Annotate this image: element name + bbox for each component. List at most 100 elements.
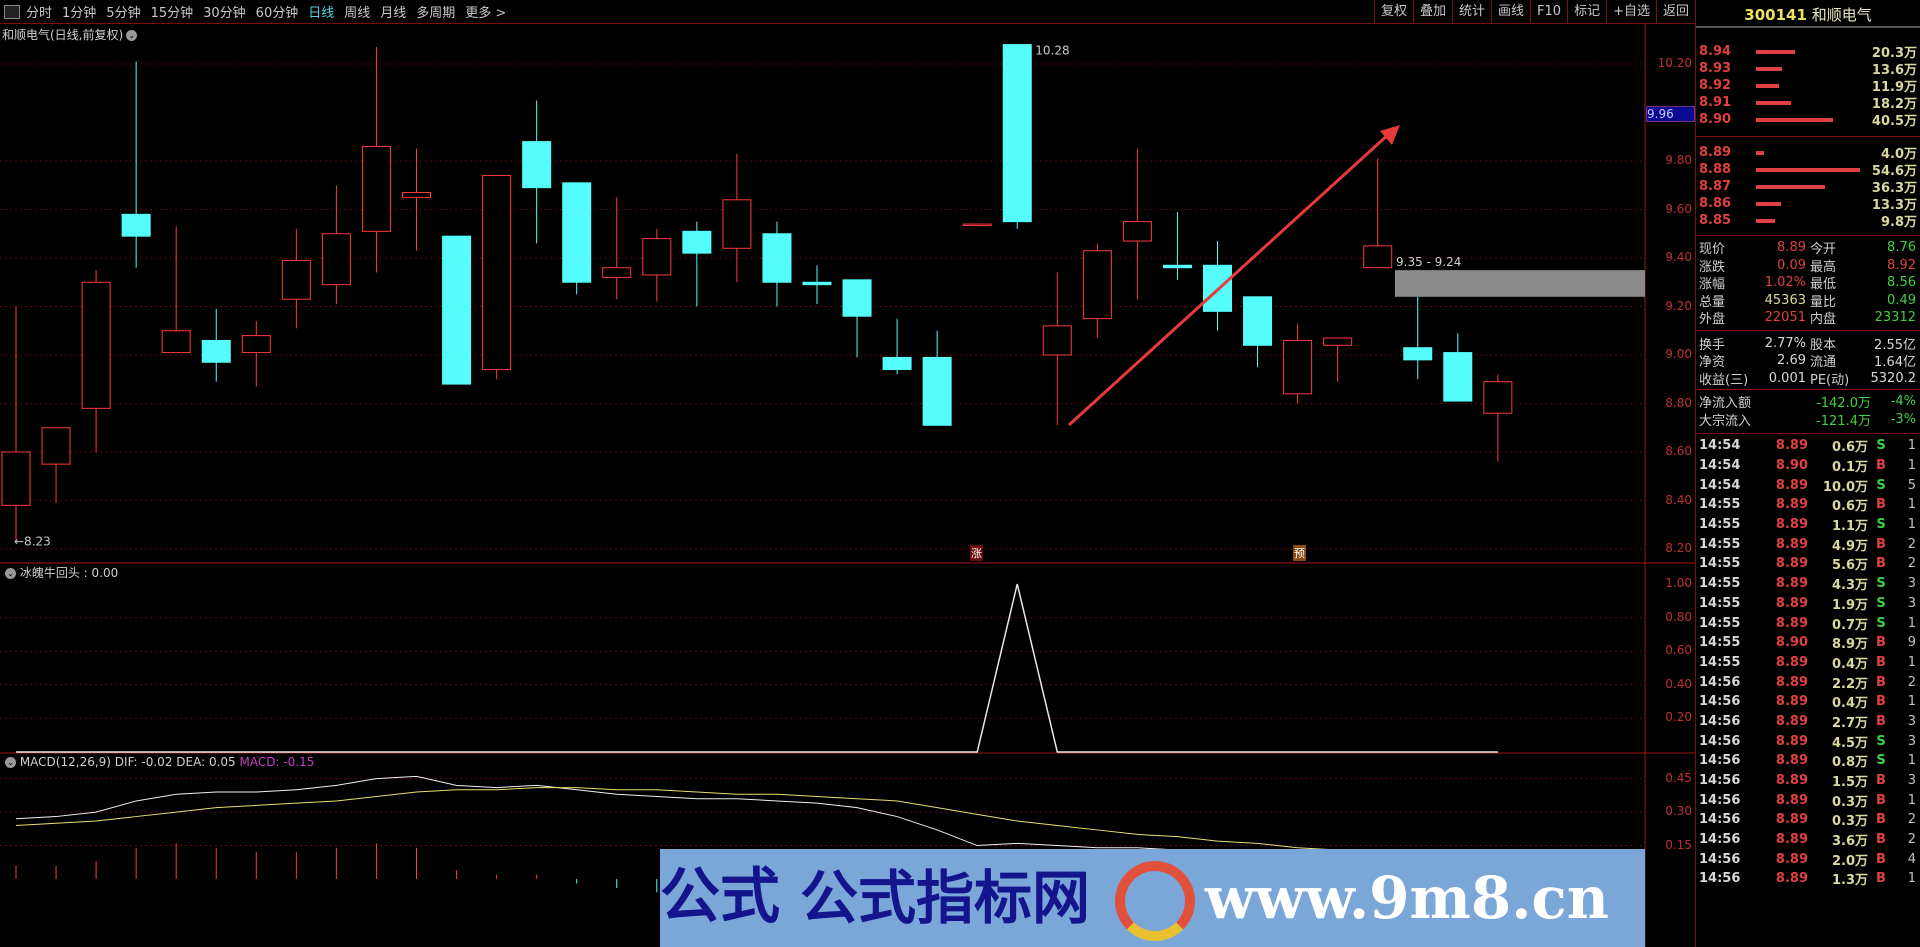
panel-toggle-icon[interactable] [4,4,20,19]
stat-value: 5320.2 [1870,370,1917,386]
trade-count: 5 [1907,477,1916,493]
trade-row: 14:56 8.89 1.5万 B 3 [1696,771,1920,791]
flow-value: -142.0万 [1816,396,1871,412]
order-row[interactable]: 8.88 54.6万 [1696,161,1920,179]
trade-volume: 4.3万 [1831,578,1868,594]
trade-count: 1 [1907,517,1916,533]
order-row[interactable]: 8.89 4.0万 [1696,144,1920,162]
trade-time: 14:56 [1699,753,1741,769]
candle-up [161,330,191,354]
trade-volume: 0.8万 [1831,755,1868,771]
trade-direction: B [1876,635,1886,651]
flow-label: 大宗流入 [1699,413,1752,429]
period-tab[interactable]: 日线 [308,6,335,21]
candle-up [1082,250,1112,320]
stat-label: 股本 [1810,337,1837,353]
trade-price: 8.89 [1775,438,1808,454]
candle-down [882,356,912,371]
stat-value: 8.56 [1887,275,1916,291]
candle-up [1122,221,1152,242]
trade-volume: 0.4万 [1831,656,1868,672]
order-row[interactable]: 8.90 40.5万 [1696,111,1920,129]
indicator-axis-label: 0.20 [1665,710,1692,725]
trade-direction: B [1876,694,1886,710]
trade-time: 14:56 [1699,832,1741,848]
candle-down [121,213,151,237]
period-tab[interactable]: 60分钟 [255,6,299,21]
macd-axis-label: 0.30 [1665,804,1692,819]
trade-count: 2 [1907,674,1916,690]
toolbar-button[interactable]: 统计 [1452,0,1491,24]
candle-up [1,451,31,506]
trade-time: 14:56 [1699,694,1741,710]
dropdown-icon[interactable]: ⌄ [5,757,16,768]
trade-direction: S [1876,438,1886,454]
trade-volume: 4.5万 [1831,735,1868,751]
trade-row: 14:56 8.89 2.7万 B 3 [1696,712,1920,732]
marker-zhang: 涨 [970,545,983,561]
order-volume: 4.0万 [1880,147,1917,162]
stat-label: 外盘 [1699,312,1726,328]
order-row[interactable]: 8.85 9.8万 [1696,212,1920,230]
trade-count: 9 [1907,635,1916,651]
order-row[interactable]: 8.94 20.3万 [1696,43,1920,61]
order-row[interactable]: 8.86 13.3万 [1696,195,1920,213]
period-tab[interactable]: 更多 > [465,6,507,21]
stat-value: 23312 [1874,310,1916,326]
period-tab[interactable]: 多周期 [416,6,456,21]
period-tab[interactable]: 30分钟 [203,6,246,21]
trade-direction: S [1876,615,1886,631]
toolbar-button[interactable]: 返回 [1655,0,1695,24]
period-tab[interactable]: 月线 [380,6,407,21]
trade-price: 8.89 [1775,576,1808,592]
stat-value: 2.77% [1764,335,1806,351]
toolbar-button[interactable]: F10 [1530,0,1567,24]
order-row[interactable]: 8.87 36.3万 [1696,178,1920,196]
toolbar-button[interactable]: +自选 [1606,0,1656,24]
order-volume: 54.6万 [1871,164,1917,179]
trade-time: 14:54 [1699,458,1741,474]
volume-bar [1756,184,1825,189]
order-row[interactable]: 8.91 18.2万 [1696,94,1920,112]
order-price: 8.85 [1699,213,1732,228]
order-row[interactable]: 8.93 13.6万 [1696,60,1920,78]
candle-up [722,199,752,249]
trade-price: 8.90 [1775,458,1808,474]
trade-direction: S [1876,477,1886,493]
indicator-axis-label: 0.80 [1665,609,1692,624]
trade-time: 14:56 [1699,871,1741,887]
trade-list[interactable]: 14:54 8.89 0.6万 S 1 14:54 8.90 0.1万 B 1 14:54 8.89 1… [1696,434,1920,889]
flow-percent: -4% [1890,394,1916,410]
trade-direction: B [1876,497,1886,513]
trade-row: 14:54 8.89 10.0万 S 5 [1696,475,1920,495]
period-tab[interactable]: 1分钟 [62,6,97,21]
candle-up [41,427,71,465]
price-axis-label: 8.60 [1665,444,1692,458]
trade-count: 1 [1907,792,1916,808]
period-tab[interactable]: 5分钟 [106,6,141,21]
toolbar-button[interactable]: 复权 [1373,0,1413,24]
chart-canvas[interactable]: 10.28 ←8.23 9.35 - 9.24 [0,24,1695,947]
period-tab[interactable]: 分时 [26,6,53,21]
order-row[interactable]: 8.92 11.9万 [1696,77,1920,95]
toolbar-button[interactable]: 标记 [1567,0,1606,24]
stat-row: 涨幅 1.02% 最低 8.56 [1696,274,1920,292]
trade-direction: B [1876,458,1886,474]
period-tab[interactable]: 周线 [344,6,371,21]
period-tab[interactable]: 15分钟 [150,6,194,21]
toolbar-button[interactable]: 画线 [1491,0,1530,24]
trade-volume: 2.7万 [1831,715,1868,731]
watermark-url: www.9m8.cn [1205,864,1609,932]
trade-time: 14:56 [1699,713,1741,729]
dropdown-icon[interactable]: ⌄ [5,568,16,579]
trade-row: 14:56 8.89 1.3万 B 1 [1696,869,1920,889]
trade-price: 8.89 [1775,654,1808,670]
trade-volume: 10.0万 [1822,479,1868,495]
toolbar-button[interactable]: 叠加 [1412,0,1452,24]
trade-direction: B [1876,792,1886,808]
toolbar-buttons: 复权 叠加 统计 画线 F10 标记 +自选 返回 [1373,0,1695,24]
trade-volume: 8.9万 [1831,637,1868,653]
dropdown-icon[interactable]: ⌄ [126,30,138,41]
candle-up [1363,245,1393,269]
order-volume: 36.3万 [1871,181,1917,196]
